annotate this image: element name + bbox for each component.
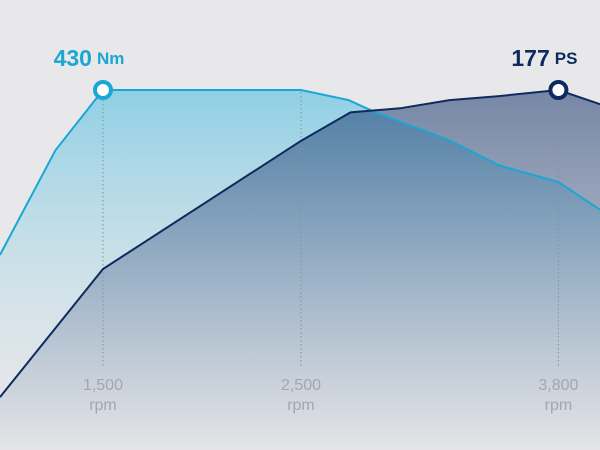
line: [0, 88, 600, 398]
x-unit-label: rpm: [287, 397, 315, 414]
x-tick-label: 2,500: [281, 377, 321, 394]
peak-label: 430 Nm: [54, 45, 125, 71]
x-tick-label: 1,500: [83, 377, 123, 394]
x-tick-label: 3,800: [538, 377, 578, 394]
peak-marker: [548, 80, 569, 100]
peak-value: 177: [511, 45, 549, 71]
x-unit-label: rpm: [89, 397, 117, 414]
peak-unit: Nm: [97, 49, 124, 68]
peak-unit: PS: [555, 49, 578, 68]
peak-marker: [92, 80, 113, 100]
peak-label: 177 PS: [511, 45, 577, 71]
area: [0, 90, 600, 450]
x-unit-label: rpm: [545, 397, 573, 414]
line: [0, 89, 600, 256]
peak-value: 430: [54, 45, 92, 71]
